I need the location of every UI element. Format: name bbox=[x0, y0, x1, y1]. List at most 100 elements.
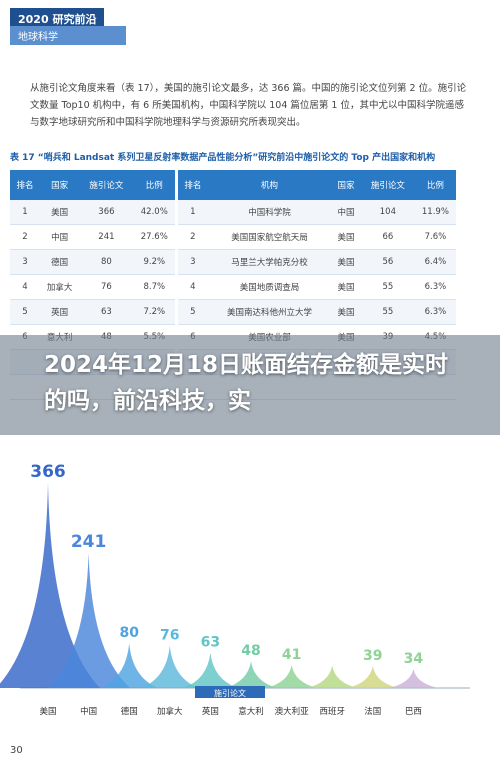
table-cell: 1 bbox=[10, 200, 40, 225]
subject: 地球科学 bbox=[10, 26, 126, 45]
table-cell: 7.6% bbox=[414, 224, 456, 250]
table-cell: 中国 bbox=[331, 200, 361, 225]
table-cell: 2 bbox=[178, 224, 208, 250]
cone bbox=[141, 645, 199, 688]
paragraph: 从施引论文角度来看（表 17），美国的施引论文最多，达 366 篇。中国的施引论… bbox=[30, 83, 467, 128]
header-cell: 施引论文 bbox=[360, 170, 415, 200]
table-cell: 56 bbox=[360, 249, 415, 275]
x-tick-label: 德国 bbox=[121, 706, 138, 717]
table-cell: 6.3% bbox=[414, 274, 456, 300]
table-cell: 55 bbox=[360, 299, 415, 325]
value-label: 80 bbox=[119, 625, 139, 641]
axis-label-bg bbox=[195, 686, 265, 698]
table-row: 1 美国 366 42.0% bbox=[10, 200, 175, 225]
table-cell: 8.7% bbox=[133, 274, 175, 300]
table-cell: 104 bbox=[360, 200, 415, 225]
table-cell: 11.9% bbox=[414, 200, 456, 225]
x-tick-label: 西班牙 bbox=[319, 706, 345, 717]
header-cell: 排名 bbox=[178, 170, 208, 200]
table-cell: 76 bbox=[79, 274, 134, 300]
table-cell: 美国国家航空航天局 bbox=[207, 224, 332, 250]
cone bbox=[266, 665, 317, 688]
table-cell: 4 bbox=[10, 274, 40, 300]
table-caption: 表 17 “哨兵和 Landsat 系列卫星反射率数据产品性能分析”研究前沿中施… bbox=[10, 153, 436, 163]
x-tick-label: 加拿大 bbox=[157, 706, 183, 717]
value-label: 48 bbox=[241, 643, 260, 659]
table-cell: 英国 bbox=[40, 299, 80, 325]
table-cell: 美国南达科他州立大学 bbox=[207, 299, 332, 325]
header-cell: 排名 bbox=[10, 170, 40, 200]
table-row: 5 英国 63 7.2% bbox=[10, 299, 175, 325]
value-label: 41 bbox=[282, 647, 301, 663]
table-row: 4 美国地质调查局 美国 55 6.3% bbox=[178, 274, 456, 300]
table-cell: 6.4% bbox=[414, 249, 456, 275]
table-cell: 27.6% bbox=[133, 224, 175, 250]
badge: 2020 研究前沿 bbox=[10, 8, 105, 30]
value-label: 39 bbox=[363, 648, 382, 664]
value-label: 241 bbox=[71, 532, 107, 552]
table-cell: 中国科学院 bbox=[207, 200, 332, 225]
table-cell: 6.3% bbox=[414, 299, 456, 325]
value-label: 63 bbox=[201, 635, 220, 651]
table-cell: 美国 bbox=[331, 274, 361, 300]
cone bbox=[388, 668, 439, 688]
table-cell: 中国 bbox=[40, 224, 80, 250]
value-label: 76 bbox=[160, 627, 179, 643]
header-cell: 比例 bbox=[133, 170, 175, 200]
table-cell: 美国地质调查局 bbox=[207, 274, 332, 300]
table-cell: 美国 bbox=[40, 200, 80, 225]
table-cell: 241 bbox=[79, 224, 134, 250]
table-cell: 3 bbox=[10, 249, 40, 275]
table-cell: 5 bbox=[178, 299, 208, 325]
x-tick-label: 中国 bbox=[80, 706, 97, 717]
table-cell: 4 bbox=[178, 274, 208, 300]
header-cell: 机构 bbox=[207, 170, 332, 200]
x-tick-label: 澳大利亚 bbox=[275, 706, 310, 717]
overlay-title: 2024年12月18日账面结存金额是实时的吗，前沿科技，实 bbox=[0, 335, 500, 435]
table-row: 3 马里兰大学帕克分校 美国 56 6.4% bbox=[178, 249, 456, 275]
table-cell: 德国 bbox=[40, 249, 80, 275]
table-row: 2 中国 241 27.6% bbox=[10, 224, 175, 250]
header-cell: 国家 bbox=[331, 170, 361, 200]
table-cell: 55 bbox=[360, 274, 415, 300]
table-cell: 80 bbox=[79, 249, 134, 275]
table-cell: 9.2% bbox=[133, 249, 175, 275]
table-cell: 美国 bbox=[331, 249, 361, 275]
header-row: 排名 机构 国家 施引论文 比例 bbox=[178, 170, 456, 200]
header-cell: 国家 bbox=[40, 170, 80, 200]
cone bbox=[347, 666, 398, 688]
cone bbox=[225, 661, 277, 688]
table-cell: 7.2% bbox=[133, 299, 175, 325]
header-cell: 比例 bbox=[414, 170, 456, 200]
table-cell: 美国 bbox=[331, 224, 361, 250]
x-tick-label: 美国 bbox=[39, 706, 56, 717]
table-cell: 美国 bbox=[331, 299, 361, 325]
x-tick-label: 英国 bbox=[202, 706, 219, 717]
table-cell: 1 bbox=[178, 200, 208, 225]
table-row: 5 美国南达科他州立大学 美国 55 6.3% bbox=[178, 299, 456, 325]
table-cell: 42.0% bbox=[133, 200, 175, 225]
cone bbox=[0, 483, 100, 688]
cone bbox=[46, 553, 131, 688]
value-label: 34 bbox=[404, 651, 424, 667]
table-cell: 加拿大 bbox=[40, 274, 80, 300]
x-axis-label: 施引论文 bbox=[214, 688, 246, 698]
table-row: 3 德国 80 9.2% bbox=[10, 249, 175, 275]
table-cell: 66 bbox=[360, 224, 415, 250]
header-row: 排名 国家 施引论文 比例 bbox=[10, 170, 175, 200]
x-tick-label: 巴西 bbox=[405, 707, 422, 717]
header-cell: 施引论文 bbox=[79, 170, 134, 200]
table-row: 2 美国国家航空航天局 美国 66 7.6% bbox=[178, 224, 456, 250]
cone bbox=[183, 652, 238, 688]
table-cell: 马里兰大学帕克分校 bbox=[207, 249, 332, 275]
page-number: 30 bbox=[10, 745, 23, 756]
cone bbox=[100, 643, 158, 688]
cone bbox=[306, 665, 358, 688]
table-row: 4 加拿大 76 8.7% bbox=[10, 274, 175, 300]
table-row: 1 中国科学院 中国 104 11.9% bbox=[178, 200, 456, 225]
table-cell: 5 bbox=[10, 299, 40, 325]
value-label: 366 bbox=[30, 462, 66, 482]
x-tick-label: 意大利 bbox=[238, 706, 264, 717]
